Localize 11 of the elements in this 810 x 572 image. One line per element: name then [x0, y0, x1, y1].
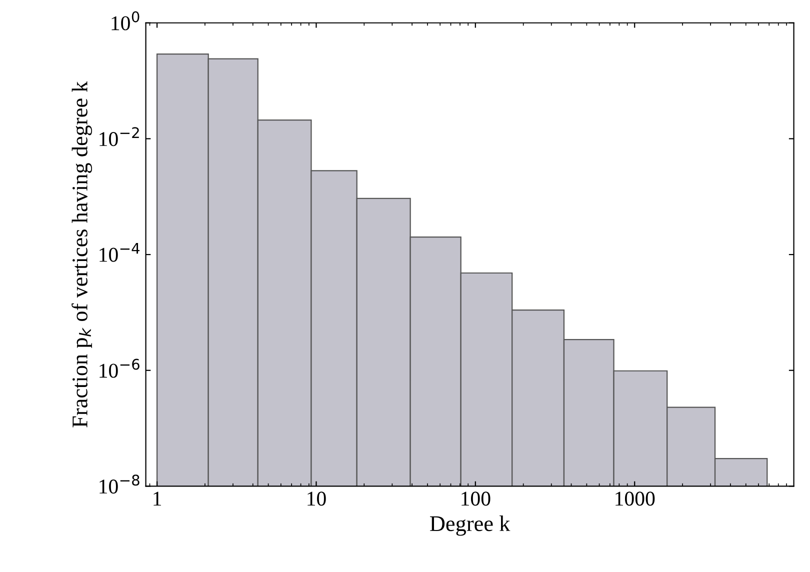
- y-tick-label: 10$^{−2}$: [100, 127, 139, 146]
- x-tick-label: 10: [308, 492, 326, 506]
- y-tick-label: 10$^{−4}$: [100, 243, 140, 262]
- x-tick-label: 100: [462, 492, 490, 506]
- x-tick-label: 1: [154, 492, 161, 506]
- y-tick-label: 10$^{0}$: [112, 11, 140, 30]
- y-axis-title: Fraction p$_{k}$ of vertices having degree k: [72, 81, 92, 428]
- x-axis-title: Degree k: [430, 516, 510, 536]
- y-tick-label: 10$^{−8}$: [100, 474, 140, 494]
- x-tick-label: 1000: [616, 492, 655, 506]
- y-tick-label: 10$^{−6}$: [100, 358, 140, 378]
